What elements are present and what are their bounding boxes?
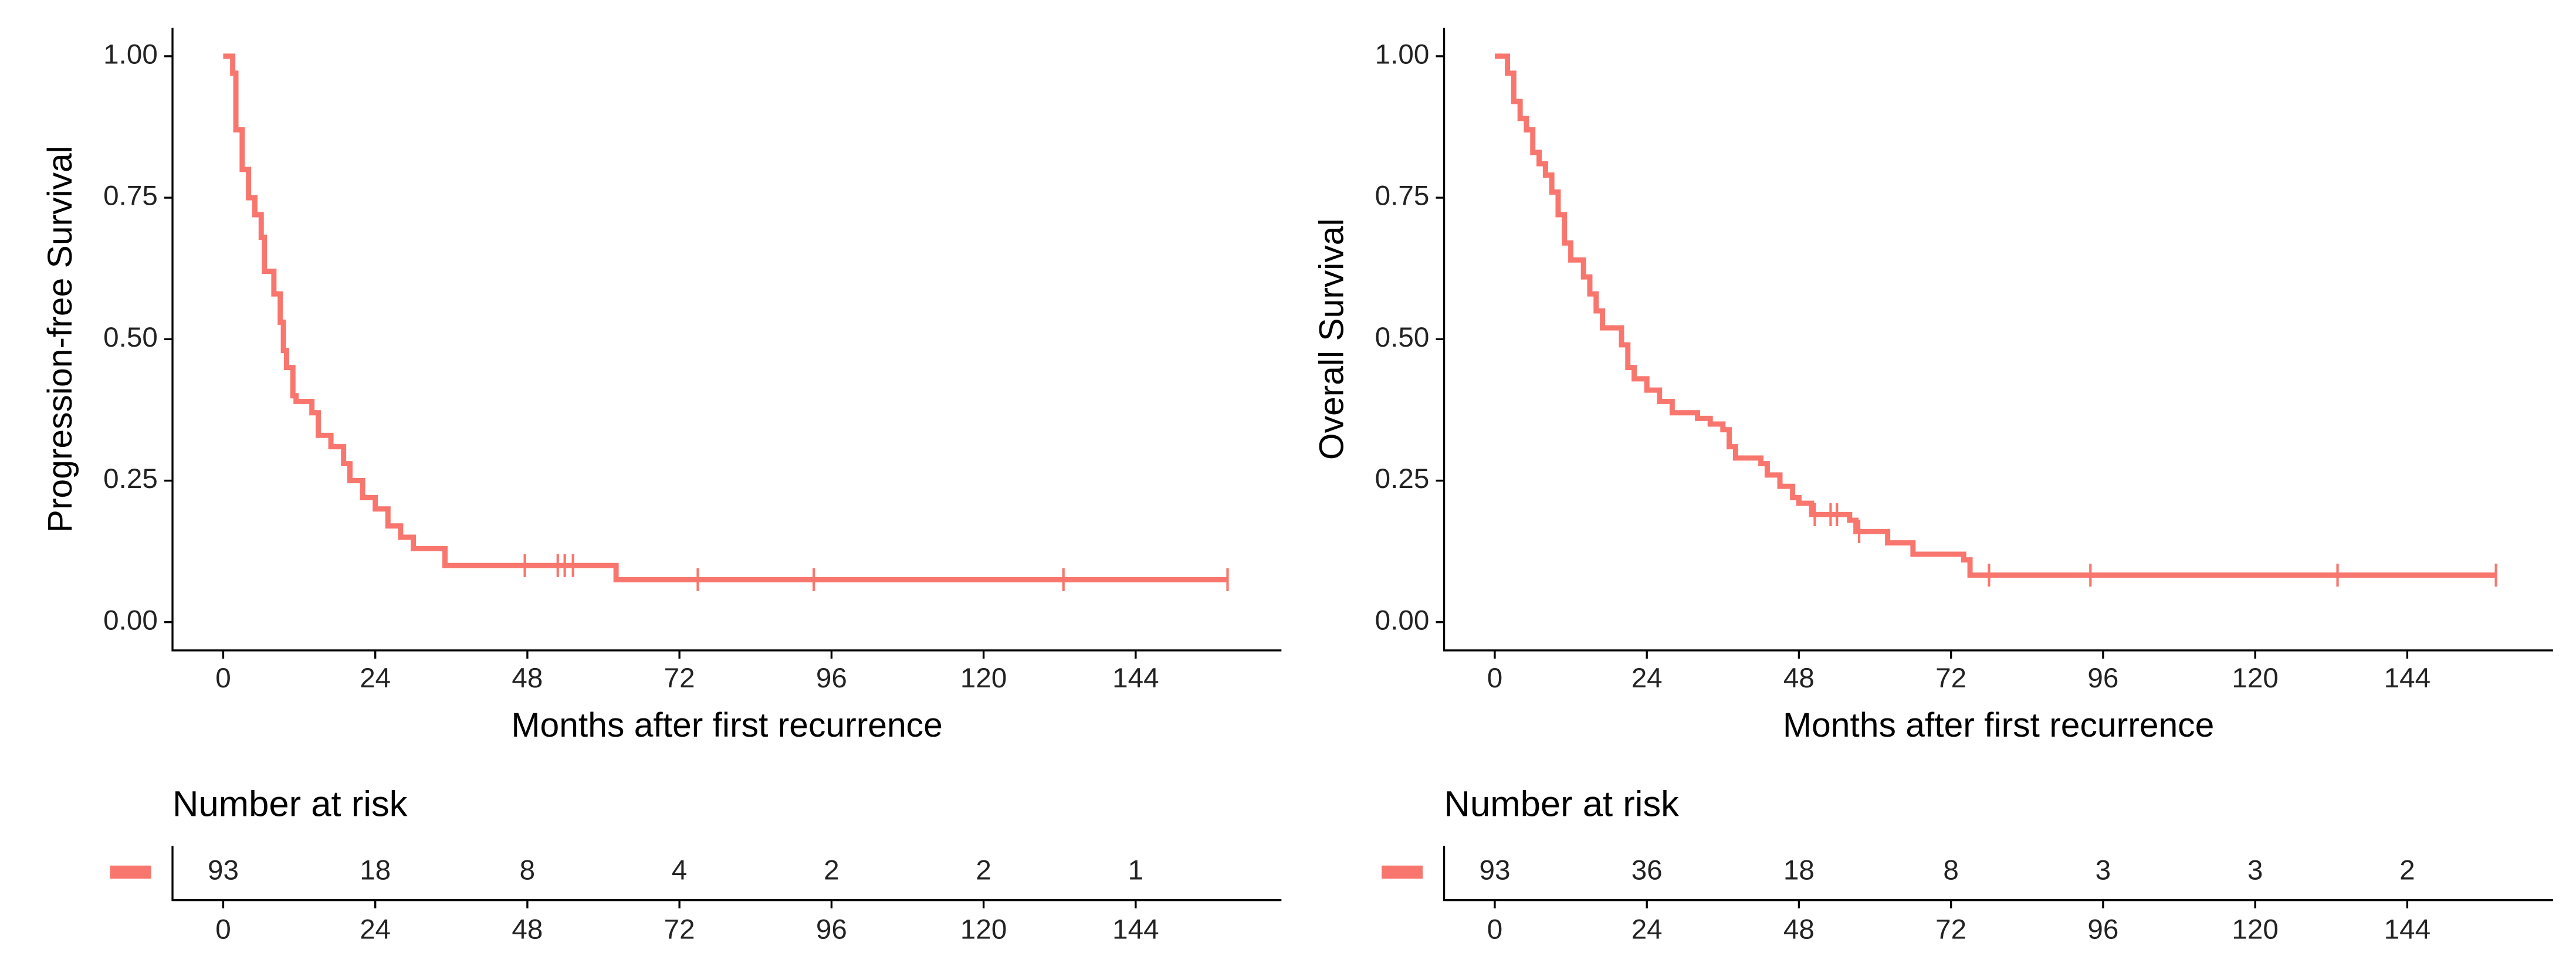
x-axis-title: Months after first recurrence xyxy=(1783,706,2214,744)
risk-count: 4 xyxy=(672,855,687,886)
km-panel: 0.00 0.25 0.50 0.75 1.00 0 24 48 72 96 120 144 Month… xyxy=(1312,28,2553,945)
x-tick-label: 48 xyxy=(512,663,543,694)
risk-time-label: 144 xyxy=(2384,914,2431,945)
x-tick-label: 96 xyxy=(816,663,847,694)
risk-count: 8 xyxy=(520,855,535,886)
risk-time-label: 48 xyxy=(1783,914,1815,945)
y-tick-label: 1.00 xyxy=(1375,39,1430,70)
x-tick-label: 24 xyxy=(1631,663,1663,694)
risk-count: 3 xyxy=(2247,855,2263,886)
y-tick-label: 0.00 xyxy=(1375,605,1430,636)
risk-time-label: 0 xyxy=(215,914,231,945)
risk-table-title: Number at risk xyxy=(172,784,408,824)
axis-line xyxy=(1443,28,2553,652)
risk-time-label: 96 xyxy=(2087,914,2118,945)
risk-time-label: 48 xyxy=(512,914,543,945)
y-tick-label: 1.00 xyxy=(103,39,158,70)
y-tick-label: 0.50 xyxy=(1375,322,1430,353)
x-tick-label: 144 xyxy=(1112,663,1159,694)
risk-count: 8 xyxy=(1943,855,1958,886)
risk-count: 3 xyxy=(2096,855,2111,886)
x-tick-label: 0 xyxy=(215,663,231,694)
y-tick-label: 0.25 xyxy=(103,463,158,494)
x-tick-label: 120 xyxy=(2232,663,2278,694)
x-tick-label: 144 xyxy=(2384,663,2431,694)
risk-count: 93 xyxy=(208,855,239,886)
risk-time-label: 24 xyxy=(1631,914,1663,945)
risk-count: 2 xyxy=(976,855,991,886)
risk-time-label: 144 xyxy=(1112,914,1159,945)
risk-axis xyxy=(171,846,1282,901)
x-tick-label: 72 xyxy=(664,663,695,694)
x-tick-label: 96 xyxy=(2087,663,2118,694)
x-tick-label: 24 xyxy=(360,663,391,694)
risk-time-label: 96 xyxy=(816,914,847,945)
x-tick-label: 0 xyxy=(1487,663,1502,694)
y-tick-label: 0.00 xyxy=(103,605,158,636)
risk-time-label: 24 xyxy=(360,914,391,945)
risk-legend-key xyxy=(1382,865,1423,879)
risk-count: 1 xyxy=(1128,855,1143,886)
y-tick-label: 0.75 xyxy=(103,181,158,212)
km-panel: 0.000.250.500.751.000 24 48 72 96 120 144Month… xyxy=(41,28,1282,945)
risk-count: 2 xyxy=(824,855,839,886)
risk-time-label: 120 xyxy=(960,914,1007,945)
y-tick-label: 0.50 xyxy=(103,322,158,353)
y-axis-title: Progression-free Survival xyxy=(41,145,79,533)
x-tick-label: 72 xyxy=(1935,663,1966,694)
y-axis-title: Overall Survival xyxy=(1312,218,1350,460)
risk-count: 93 xyxy=(1479,855,1510,886)
risk-count: 2 xyxy=(2399,855,2415,886)
risk-count: 18 xyxy=(360,855,391,886)
risk-time-label: 72 xyxy=(1935,914,1966,945)
risk-table-title: Number at risk xyxy=(1444,784,1680,824)
survival-curve xyxy=(223,53,1228,582)
risk-time-label: 120 xyxy=(2232,914,2278,945)
survival-curve xyxy=(1494,53,2496,578)
risk-count: 36 xyxy=(1631,855,1663,886)
x-tick-label: 48 xyxy=(1783,663,1815,694)
risk-axis xyxy=(1443,846,2553,901)
risk-time-label: 72 xyxy=(664,914,695,945)
x-tick-label: 120 xyxy=(960,663,1007,694)
y-tick-label: 0.75 xyxy=(1375,181,1430,212)
y-tick-label: 0.25 xyxy=(1375,463,1430,494)
risk-time-label: 0 xyxy=(1487,914,1502,945)
risk-legend-key xyxy=(110,865,151,879)
axis-line xyxy=(171,28,1282,652)
risk-count: 18 xyxy=(1783,855,1815,886)
x-axis-title: Months after first recurrence xyxy=(512,706,943,744)
